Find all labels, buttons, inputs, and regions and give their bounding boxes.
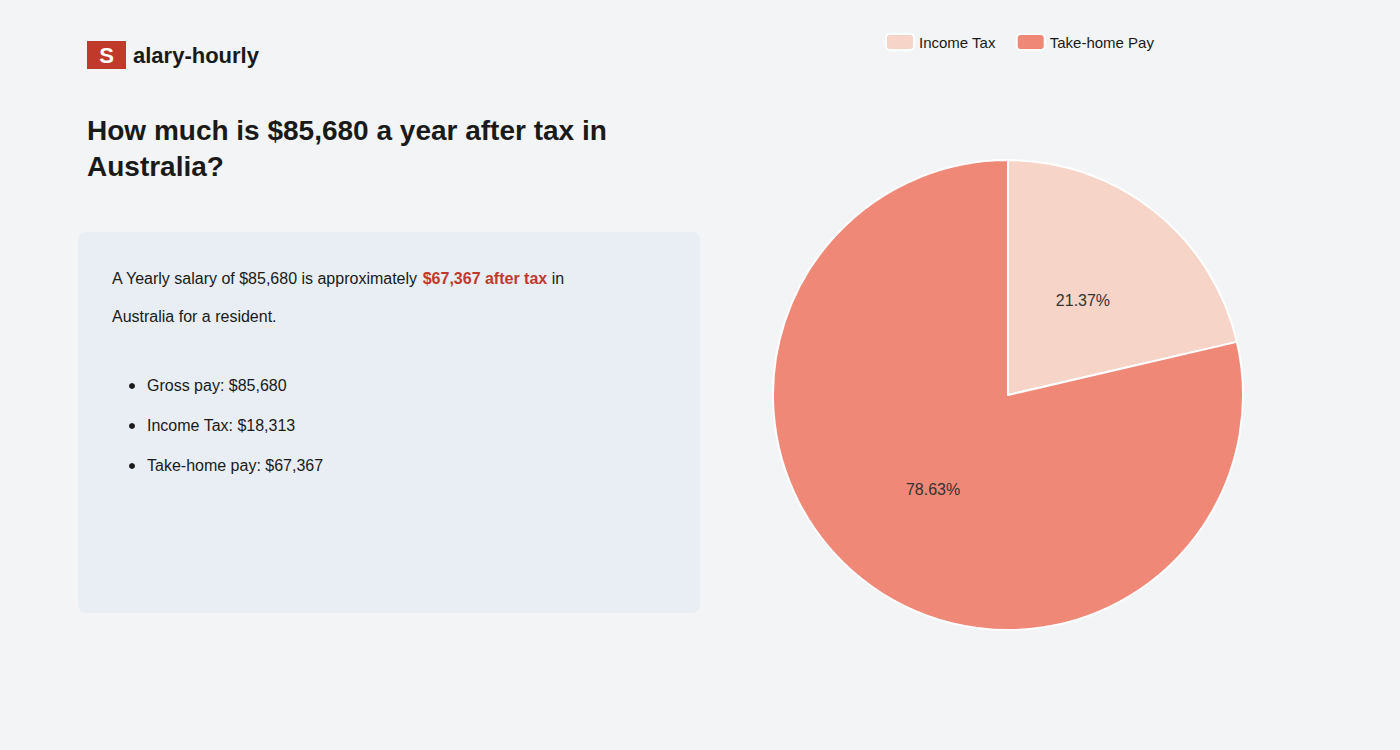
svg-text:21.37%: 21.37% xyxy=(1056,292,1110,309)
svg-text:Take-home Pay: Take-home Pay xyxy=(1050,34,1155,51)
svg-text:S: S xyxy=(99,43,114,68)
svg-text:Gross pay: $85,680: Gross pay: $85,680 xyxy=(147,377,287,394)
svg-text:78.63%: 78.63% xyxy=(906,481,960,498)
svg-text:Australia?: Australia? xyxy=(87,151,224,182)
svg-text:$67,367 after tax: $67,367 after tax xyxy=(423,270,548,287)
svg-text:Income Tax: Income Tax xyxy=(919,34,996,51)
svg-text:alary-hourly: alary-hourly xyxy=(133,43,260,68)
svg-text:in: in xyxy=(547,270,564,287)
svg-text:A Yearly salary of $85,680 is: A Yearly salary of $85,680 is approximat… xyxy=(112,270,422,287)
svg-text:Australia for a resident.: Australia for a resident. xyxy=(112,308,277,325)
svg-text:Take-home pay: $67,367: Take-home pay: $67,367 xyxy=(147,457,323,474)
svg-text:Income Tax: $18,313: Income Tax: $18,313 xyxy=(147,417,295,434)
svg-text:How much is $85,680 a year aft: How much is $85,680 a year after tax in xyxy=(87,115,607,146)
